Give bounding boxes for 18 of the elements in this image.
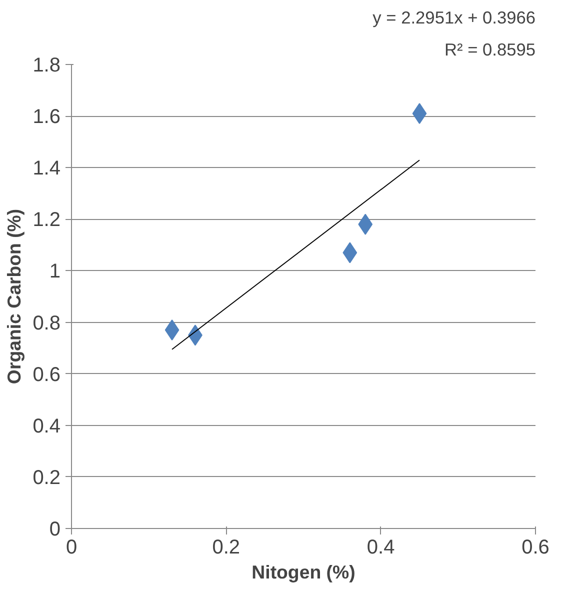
y-tick-label: 0.2 (32, 466, 61, 489)
y-tick-label: 1.2 (32, 209, 61, 232)
x-tick-label: 0 (66, 536, 78, 558)
y-tick-label: 1.6 (32, 106, 61, 128)
y-tick-label: 0.8 (32, 312, 61, 334)
y-tick-label: 0.4 (32, 415, 61, 438)
y-tick-label: 1.8 (32, 54, 61, 76)
y-tick-label: 0 (49, 518, 60, 540)
x-axis-title: Nitogen (%) (252, 562, 356, 582)
y-tick-label: 0.6 (32, 364, 61, 386)
y-axis-title: Organic Carbon (%) (4, 208, 25, 384)
x-tick-label: 0.4 (366, 536, 395, 558)
x-tick-label: 0.2 (212, 536, 240, 558)
text: R² = 0.8595 (444, 40, 536, 60)
y-tick-label: 1.4 (32, 158, 61, 180)
x-tick-label: 0.6 (522, 536, 550, 558)
text: y = 2.2951x + 0.3966 (372, 8, 536, 28)
y-tick-label: 1 (49, 260, 60, 283)
